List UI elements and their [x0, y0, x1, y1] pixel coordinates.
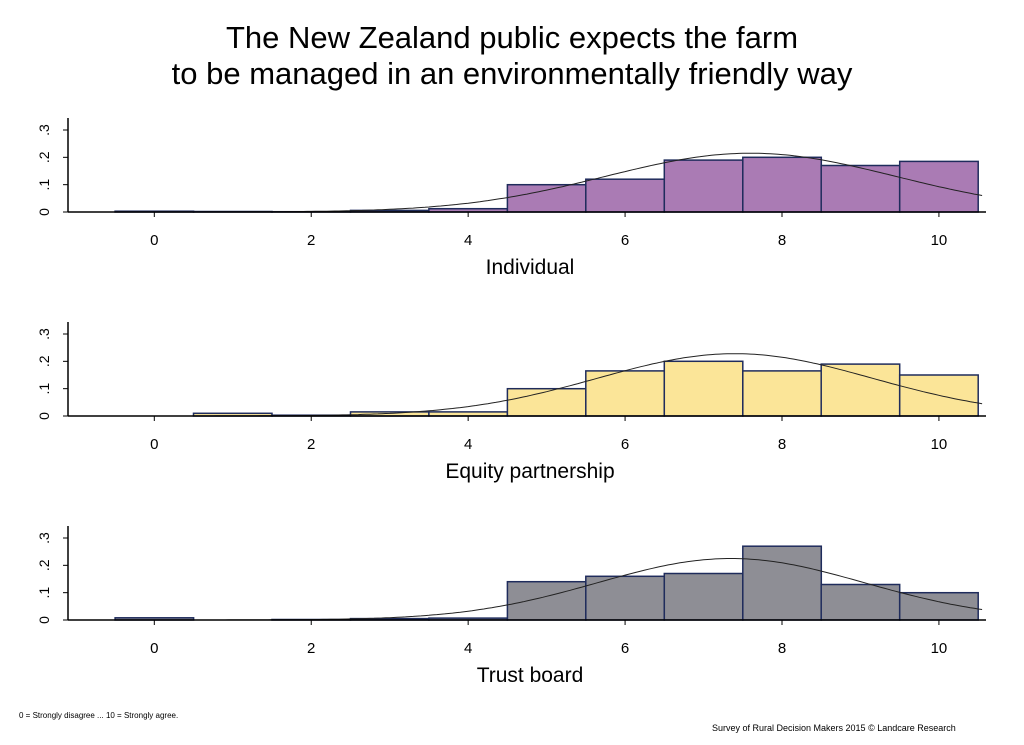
x-tick-label: 4 — [464, 640, 472, 657]
bar — [663, 159, 744, 213]
x-tick-label: 6 — [621, 436, 629, 453]
bar — [585, 575, 666, 621]
bar — [663, 360, 744, 417]
x-tick-label: 4 — [464, 436, 472, 453]
x-tick-label: 2 — [307, 436, 315, 453]
y-tick-label: .3 — [36, 328, 52, 340]
bar — [506, 580, 587, 621]
x-tick-label: 0 — [150, 640, 158, 657]
x-tick-label: 8 — [778, 640, 786, 657]
source-footnote: Survey of Rural Decision Makers 2015 © L… — [712, 723, 956, 733]
y-tick-label: .2 — [36, 355, 52, 367]
chart-title-line1: The New Zealand public expects the farm — [225, 20, 799, 55]
y-tick-label: .1 — [36, 179, 52, 191]
bar — [506, 387, 587, 417]
x-tick-label: 6 — [621, 232, 629, 249]
y-tick-label: .3 — [36, 532, 52, 544]
x-axis-label: Equity partnership — [445, 460, 614, 483]
chart-title-line2: to be managed in an environmentally frie… — [171, 56, 853, 91]
bar — [898, 591, 979, 621]
x-tick-label: 10 — [931, 436, 948, 453]
panel-2: 0 .1 .2 .3 0 2 4 6 8 10 Trust board — [36, 526, 986, 687]
x-tick-label: 8 — [778, 232, 786, 249]
bar — [663, 572, 744, 621]
bar — [585, 370, 666, 417]
bar — [820, 164, 901, 213]
x-tick-label: 0 — [150, 232, 158, 249]
x-tick-label: 6 — [621, 640, 629, 657]
x-tick-label: 2 — [307, 640, 315, 657]
bar — [820, 583, 901, 621]
panel-0: 0 .1 .2 .3 0 2 4 6 8 10 Individual — [36, 118, 986, 279]
bar — [820, 363, 901, 417]
x-tick-label: 8 — [778, 436, 786, 453]
y-tick-label: 0 — [36, 208, 52, 216]
x-axis-label: Trust board — [477, 664, 584, 687]
bar — [742, 370, 823, 417]
scale-footnote: 0 = Strongly disagree ... 10 = Strongly … — [19, 711, 179, 720]
bar — [742, 545, 823, 621]
bar — [506, 183, 587, 213]
y-tick-label: 0 — [36, 412, 52, 420]
bar — [585, 178, 666, 213]
y-tick-label: .1 — [36, 383, 52, 395]
y-tick-label: .2 — [36, 151, 52, 163]
bar — [742, 156, 823, 213]
y-tick-label: .1 — [36, 587, 52, 599]
x-tick-label: 10 — [931, 640, 948, 657]
x-tick-label: 10 — [931, 232, 948, 249]
x-tick-label: 4 — [464, 232, 472, 249]
y-tick-label: .2 — [36, 559, 52, 571]
y-tick-label: 0 — [36, 616, 52, 624]
x-axis-label: Individual — [486, 256, 575, 279]
panel-1: 0 .1 .2 .3 0 2 4 6 8 10 Equity partnership — [36, 322, 986, 483]
x-tick-label: 2 — [307, 232, 315, 249]
x-tick-label: 0 — [150, 436, 158, 453]
y-tick-label: .3 — [36, 124, 52, 136]
chart-title: The New Zealand public expects the farm … — [0, 20, 1024, 92]
